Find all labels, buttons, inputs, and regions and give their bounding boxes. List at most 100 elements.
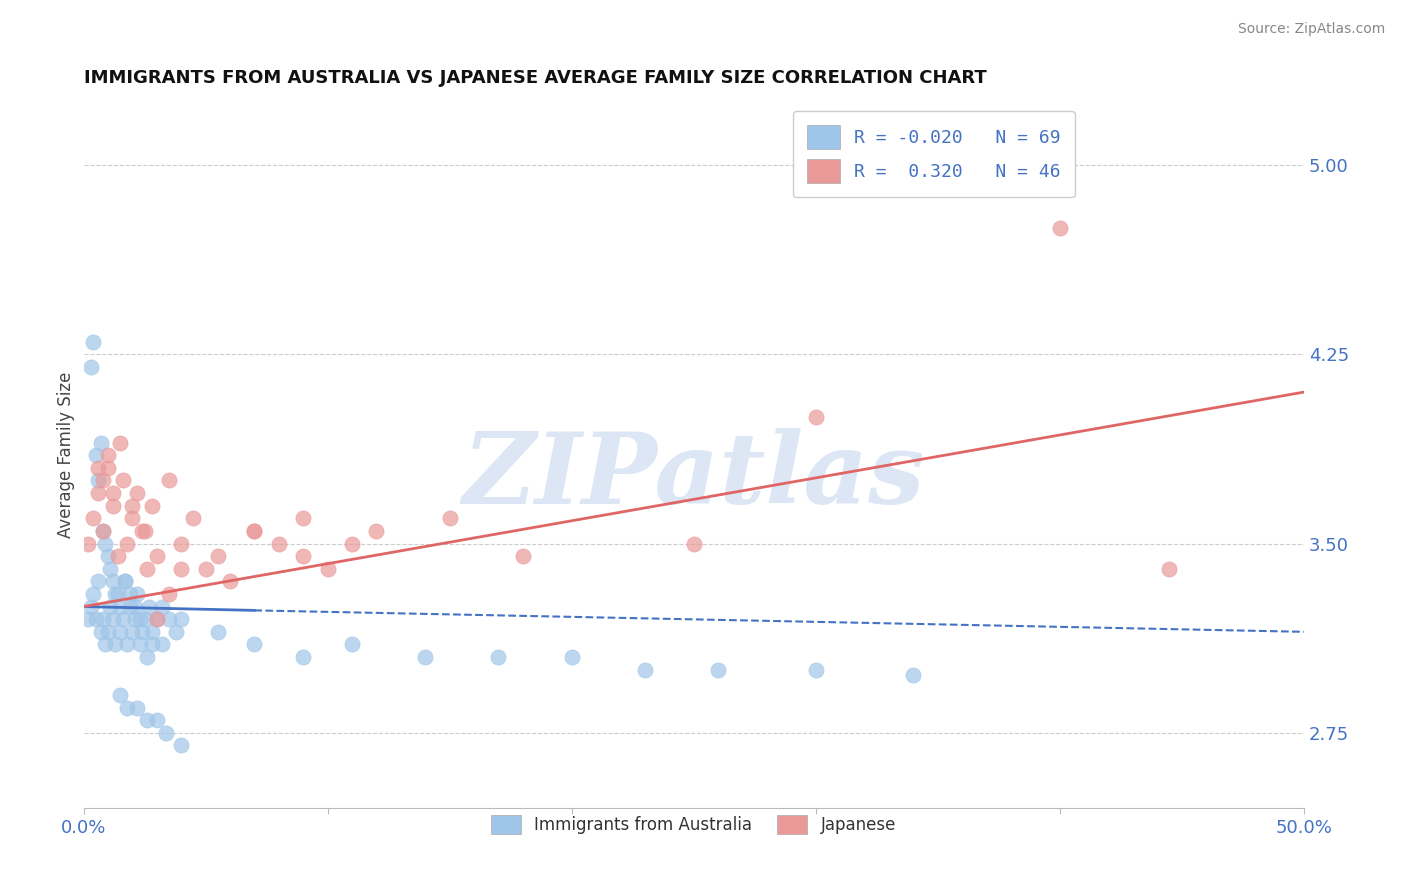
Point: [243, 524, 266, 538]
Point: [804, 410, 827, 425]
Point: [267, 536, 290, 550]
Point: [94, 637, 117, 651]
Point: [128, 637, 150, 651]
Legend: Immigrants from Australia, Japanese: Immigrants from Australia, Japanese: [482, 806, 904, 843]
Point: [136, 562, 159, 576]
Point: [1049, 221, 1071, 235]
Point: [170, 612, 193, 626]
Point: [145, 612, 167, 626]
Point: [77, 612, 100, 626]
Point: [194, 562, 217, 576]
Point: [243, 524, 266, 538]
Point: [131, 524, 153, 538]
Point: [1159, 562, 1181, 576]
Point: [87, 460, 110, 475]
Point: [183, 511, 205, 525]
Point: [108, 688, 131, 702]
Point: [117, 536, 139, 550]
Point: [682, 536, 704, 550]
Point: [101, 486, 124, 500]
Point: [117, 637, 139, 651]
Point: [128, 612, 150, 626]
Point: [97, 624, 120, 639]
Point: [243, 637, 266, 651]
Point: [108, 599, 131, 614]
Point: [131, 624, 153, 639]
Point: [98, 599, 121, 614]
Point: [124, 599, 146, 614]
Point: [138, 599, 160, 614]
Point: [80, 359, 103, 374]
Point: [114, 574, 136, 589]
Point: [634, 663, 657, 677]
Point: [512, 549, 534, 563]
Point: [165, 624, 187, 639]
Point: [707, 663, 730, 677]
Point: [903, 667, 925, 681]
Point: [87, 574, 110, 589]
Point: [804, 663, 827, 677]
Point: [98, 562, 121, 576]
Point: [134, 524, 156, 538]
Text: Source: ZipAtlas.com: Source: ZipAtlas.com: [1237, 22, 1385, 37]
Point: [104, 637, 127, 651]
Point: [292, 549, 315, 563]
Point: [141, 637, 163, 651]
Point: [150, 599, 173, 614]
Point: [141, 624, 163, 639]
Point: [104, 587, 127, 601]
Point: [117, 700, 139, 714]
Point: [136, 713, 159, 727]
Point: [108, 624, 131, 639]
Point: [141, 499, 163, 513]
Text: IMMIGRANTS FROM AUSTRALIA VS JAPANESE AVERAGE FAMILY SIZE CORRELATION CHART: IMMIGRANTS FROM AUSTRALIA VS JAPANESE AV…: [83, 69, 986, 87]
Point: [97, 460, 120, 475]
Point: [340, 536, 363, 550]
Point: [118, 587, 141, 601]
Point: [157, 587, 180, 601]
Point: [82, 511, 104, 525]
Point: [316, 562, 339, 576]
Point: [145, 549, 167, 563]
Point: [127, 486, 149, 500]
Point: [87, 486, 110, 500]
Point: [219, 574, 242, 589]
Point: [94, 536, 117, 550]
Point: [77, 536, 100, 550]
Point: [91, 524, 114, 538]
Point: [292, 511, 315, 525]
Point: [157, 612, 180, 626]
Point: [97, 549, 120, 563]
Point: [108, 435, 131, 450]
Point: [107, 587, 129, 601]
Point: [124, 612, 146, 626]
Point: [136, 650, 159, 665]
Point: [561, 650, 583, 665]
Point: [155, 725, 177, 739]
Point: [101, 574, 124, 589]
Point: [170, 536, 193, 550]
Point: [121, 499, 143, 513]
Point: [340, 637, 363, 651]
Point: [150, 637, 173, 651]
Point: [439, 511, 461, 525]
Point: [207, 624, 229, 639]
Point: [170, 739, 193, 753]
Point: [486, 650, 509, 665]
Point: [101, 499, 124, 513]
Point: [413, 650, 436, 665]
Point: [114, 574, 136, 589]
Text: ZIPatlas: ZIPatlas: [463, 428, 925, 524]
Point: [366, 524, 388, 538]
Point: [292, 650, 315, 665]
Point: [127, 587, 149, 601]
Point: [97, 448, 120, 462]
Point: [134, 612, 156, 626]
Y-axis label: Average Family Size: Average Family Size: [58, 372, 75, 539]
Point: [82, 587, 104, 601]
Point: [90, 435, 112, 450]
Point: [145, 713, 167, 727]
Point: [111, 612, 134, 626]
Point: [157, 474, 180, 488]
Point: [127, 700, 149, 714]
